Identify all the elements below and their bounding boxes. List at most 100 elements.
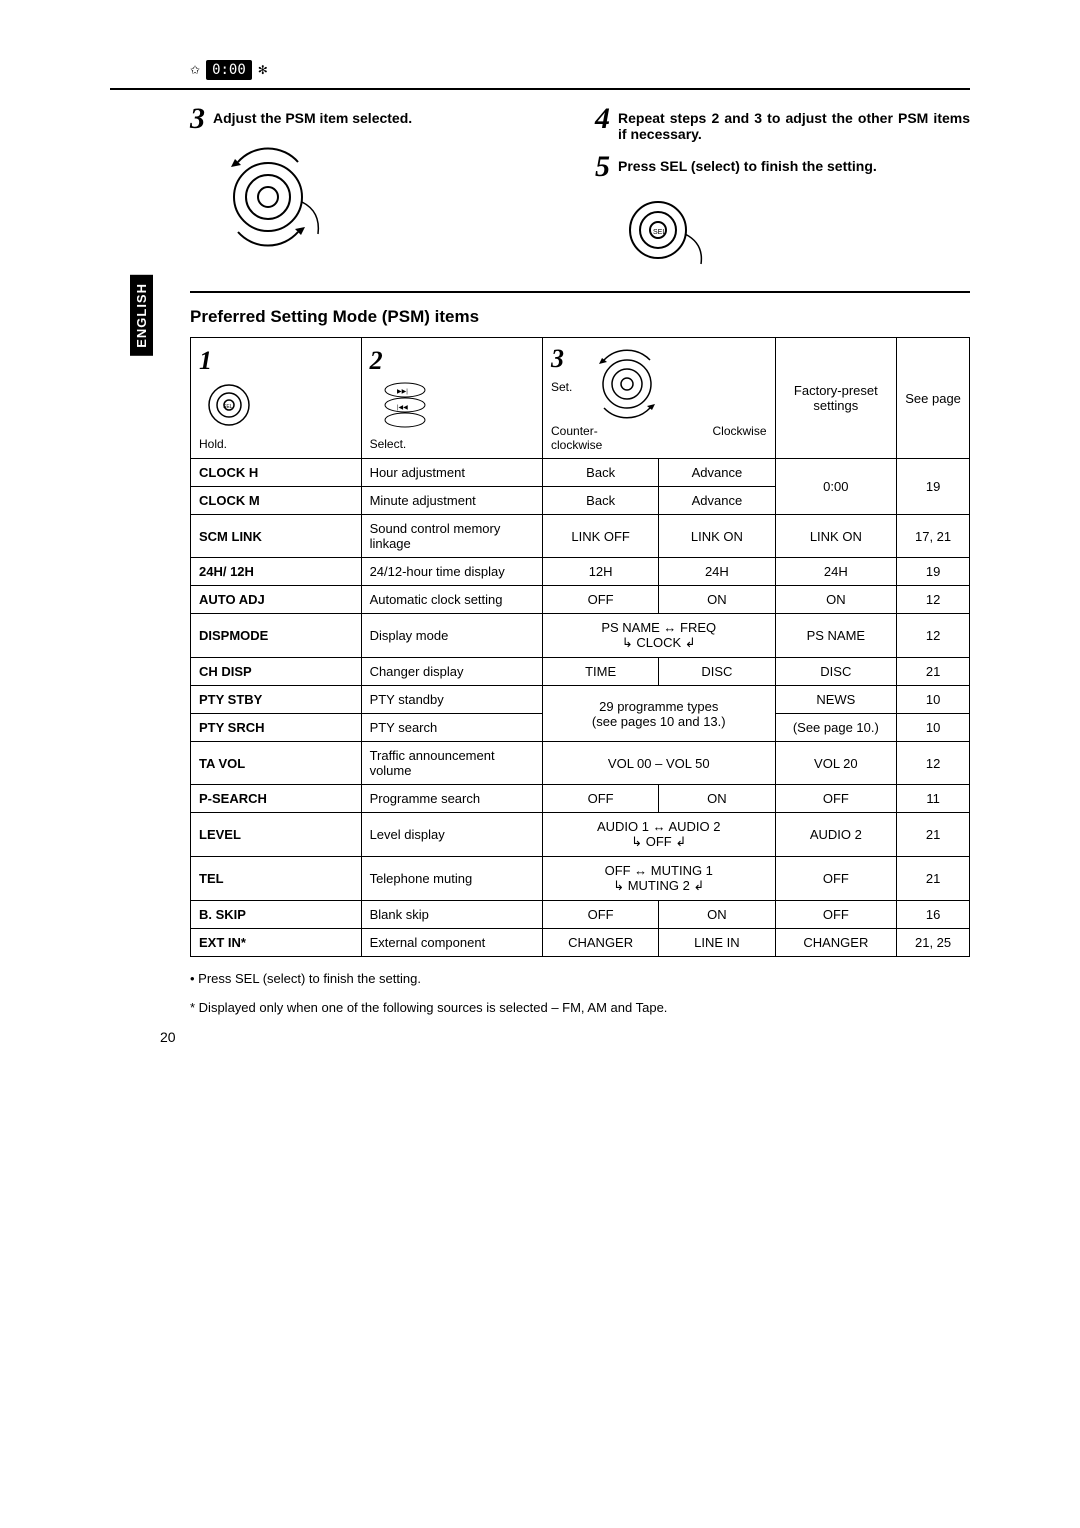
psm-page: 19: [897, 558, 970, 586]
psm-factory: LINK ON: [775, 515, 897, 558]
svg-text:SEL: SEL: [223, 404, 233, 410]
table-row: P-SEARCHProgramme searchOFFONOFF11: [191, 785, 970, 813]
psm-item-desc: Automatic clock setting: [361, 586, 542, 614]
psm-page: 21, 25: [897, 929, 970, 957]
knob-icon: SEL: [199, 376, 259, 434]
psm-factory: OFF: [775, 857, 897, 901]
buttons-icon: ▶▶||◀◀: [370, 376, 440, 434]
table-row: TA VOLTraffic announcement volumeVOL 00 …: [191, 742, 970, 785]
psm-ccw: OFF: [543, 785, 659, 813]
psm-item-desc: Programme search: [361, 785, 542, 813]
psm-item-desc: 24/12-hour time display: [361, 558, 542, 586]
language-tab: ENGLISH: [130, 275, 153, 356]
psm-item-name: P-SEARCH: [191, 785, 362, 813]
psm-item-name: DISPMODE: [191, 614, 362, 658]
psm-factory: AUDIO 2: [775, 813, 897, 857]
psm-cw: LINE IN: [659, 929, 775, 957]
table-row: LEVELLevel displayAUDIO 1 ↔ AUDIO 2 ↳ OF…: [191, 813, 970, 857]
gear-icon: ✻: [258, 63, 268, 77]
psm-item-desc: PTY standby: [361, 686, 542, 714]
psm-item-desc: Hour adjustment: [361, 459, 542, 487]
psm-factory: OFF: [775, 901, 897, 929]
psm-page: 10: [897, 686, 970, 714]
psm-item-name: PTY SRCH: [191, 714, 362, 742]
psm-item-name: TEL: [191, 857, 362, 901]
step-number: 5: [595, 152, 610, 182]
psm-item-name: B. SKIP: [191, 901, 362, 929]
psm-set-merged: 29 programme types (see pages 10 and 13.…: [543, 686, 776, 742]
psm-page: 16: [897, 901, 970, 929]
col3-num: 3: [551, 344, 564, 373]
psm-factory: ON: [775, 586, 897, 614]
psm-page: 21: [897, 857, 970, 901]
section-title: Preferred Setting Mode (PSM) items: [190, 307, 970, 327]
divider: [110, 88, 970, 90]
footnote-b: * Displayed only when one of the followi…: [190, 1000, 970, 1015]
table-row: SCM LINKSound control memory linkage LINK…: [191, 515, 970, 558]
psm-table: 1 SEL Hold. 2 ▶▶||◀◀ Select. 3 Set. Co: [190, 337, 970, 957]
footnote-a: • Press SEL (select) to finish the setti…: [190, 971, 970, 986]
psm-page: 12: [897, 742, 970, 785]
psm-factory: NEWS: [775, 686, 897, 714]
psm-item-desc: Display mode: [361, 614, 542, 658]
step-text: Repeat steps 2 and 3 to adjust the other…: [618, 104, 970, 142]
star-icon: ✩: [190, 63, 200, 77]
psm-set-cycle: AUDIO 1 ↔ AUDIO 2 ↳ OFF ↲: [543, 813, 776, 857]
psm-factory: CHANGER: [775, 929, 897, 957]
col2-num: 2: [370, 346, 383, 375]
psm-item-desc: Changer display: [361, 658, 542, 686]
ccw-label: Counter- clockwise: [551, 424, 602, 452]
psm-ccw: OFF: [543, 586, 659, 614]
psm-item-name: PTY STBY: [191, 686, 362, 714]
table-row: AUTO ADJAutomatic clock settingOFFONON12: [191, 586, 970, 614]
psm-page: 12: [897, 614, 970, 658]
divider: [190, 291, 970, 293]
psm-item-desc: Minute adjustment: [361, 487, 542, 515]
psm-cw: 24H: [659, 558, 775, 586]
step-text: Press SEL (select) to finish the setting…: [618, 152, 877, 174]
step-3: 3 Adjust the PSM item selected.: [190, 104, 565, 134]
psm-factory: 0:00: [775, 459, 897, 515]
page-number: 20: [160, 1029, 970, 1045]
psm-cw: ON: [659, 586, 775, 614]
step-number: 4: [595, 104, 610, 134]
psm-item-name: CLOCK M: [191, 487, 362, 515]
psm-factory: VOL 20: [775, 742, 897, 785]
col4-label: Factory-preset settings: [775, 338, 897, 459]
psm-item-name: CH DISP: [191, 658, 362, 686]
cw-label: Clockwise: [712, 424, 766, 452]
psm-item-name: CLOCK H: [191, 459, 362, 487]
header-display: ✩ 0:00 ✻: [190, 60, 970, 80]
step-4: 4 Repeat steps 2 and 3 to adjust the oth…: [595, 104, 970, 142]
table-row: EXT IN*External componentCHANGERLINE INC…: [191, 929, 970, 957]
psm-item-name: SCM LINK: [191, 515, 362, 558]
psm-ccw: Back: [543, 487, 659, 515]
step-text: Adjust the PSM item selected.: [213, 104, 412, 126]
psm-ccw: 12H: [543, 558, 659, 586]
psm-item-desc: Level display: [361, 813, 542, 857]
psm-cw: LINK ON: [659, 515, 775, 558]
psm-page: 21: [897, 658, 970, 686]
table-row: TELTelephone mutingOFF ↔ MUTING 1 ↳ MUTI…: [191, 857, 970, 901]
psm-cw: DISC: [659, 658, 775, 686]
knob-icon: SEL: [613, 190, 713, 270]
psm-item-desc: Sound control memory linkage: [361, 515, 542, 558]
psm-page: 10: [897, 714, 970, 742]
psm-page: 21: [897, 813, 970, 857]
psm-ccw: OFF: [543, 901, 659, 929]
clock-display: 0:00: [206, 60, 252, 80]
psm-item-desc: External component: [361, 929, 542, 957]
psm-cw: Advance: [659, 459, 775, 487]
psm-factory: DISC: [775, 658, 897, 686]
knob-icon: [208, 142, 348, 252]
psm-set-merged: VOL 00 – VOL 50: [543, 742, 776, 785]
psm-set-cycle: PS NAME ↔ FREQ ↳ CLOCK ↲: [543, 614, 776, 658]
col1-label: Hold.: [199, 437, 353, 451]
psm-item-name: TA VOL: [191, 742, 362, 785]
psm-factory: OFF: [775, 785, 897, 813]
psm-cw: Advance: [659, 487, 775, 515]
psm-item-name: 24H/ 12H: [191, 558, 362, 586]
psm-factory: 24H: [775, 558, 897, 586]
psm-cw: ON: [659, 785, 775, 813]
table-row: CLOCK HHour adjustmentBackAdvance0:0019: [191, 459, 970, 487]
